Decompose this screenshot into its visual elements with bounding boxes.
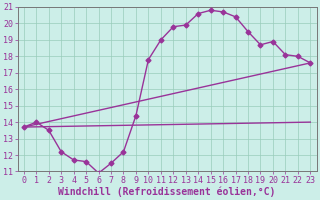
X-axis label: Windchill (Refroidissement éolien,°C): Windchill (Refroidissement éolien,°C)	[58, 186, 276, 197]
